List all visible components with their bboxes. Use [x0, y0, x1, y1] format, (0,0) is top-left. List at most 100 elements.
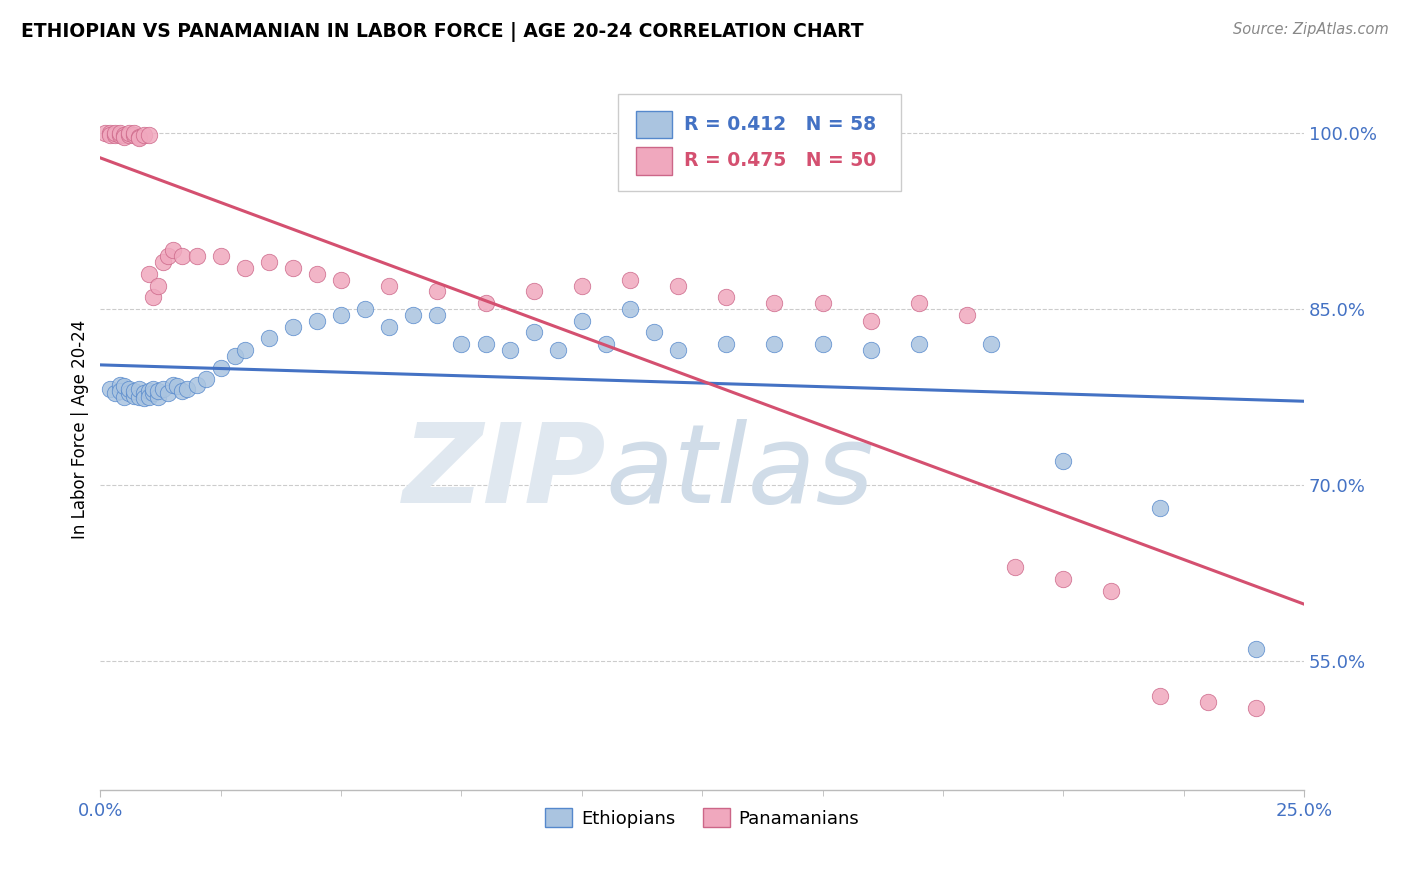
Point — [330, 308, 353, 322]
Point — [547, 343, 569, 357]
Point — [811, 296, 834, 310]
Point — [195, 372, 218, 386]
Point — [523, 326, 546, 340]
Y-axis label: In Labor Force | Age 20-24: In Labor Force | Age 20-24 — [72, 319, 89, 539]
Point — [378, 278, 401, 293]
Point — [450, 337, 472, 351]
Point — [138, 384, 160, 398]
Point — [112, 379, 135, 393]
Point — [112, 129, 135, 144]
Point — [474, 296, 496, 310]
Point — [763, 337, 786, 351]
Text: atlas: atlas — [606, 419, 875, 526]
Point — [811, 337, 834, 351]
Point — [156, 249, 179, 263]
Point — [152, 255, 174, 269]
Point — [132, 128, 155, 143]
Point — [956, 308, 979, 322]
Point — [209, 249, 232, 263]
Point — [378, 319, 401, 334]
Point — [128, 390, 150, 404]
Point — [176, 382, 198, 396]
Point — [152, 382, 174, 396]
Point — [619, 273, 641, 287]
Point — [128, 130, 150, 145]
Point — [643, 326, 665, 340]
Point — [1101, 583, 1123, 598]
Point — [118, 382, 141, 396]
Point — [716, 337, 738, 351]
FancyBboxPatch shape — [619, 94, 901, 191]
Point — [128, 129, 150, 144]
Point — [1149, 689, 1171, 703]
Point — [257, 331, 280, 345]
Point — [1244, 642, 1267, 657]
Point — [138, 128, 160, 143]
Point — [166, 379, 188, 393]
Point — [108, 378, 131, 392]
Point — [142, 382, 165, 396]
Point — [257, 255, 280, 269]
Point — [402, 308, 425, 322]
Point — [104, 128, 127, 143]
Point — [1004, 560, 1026, 574]
Point — [98, 382, 121, 396]
Point — [94, 126, 117, 140]
FancyBboxPatch shape — [636, 147, 672, 175]
Text: ETHIOPIAN VS PANAMANIAN IN LABOR FORCE | AGE 20-24 CORRELATION CHART: ETHIOPIAN VS PANAMANIAN IN LABOR FORCE |… — [21, 22, 863, 42]
Point — [305, 314, 328, 328]
Point — [108, 384, 131, 398]
Point — [108, 126, 131, 140]
Point — [426, 308, 449, 322]
Point — [1052, 454, 1074, 468]
Point — [1149, 501, 1171, 516]
Point — [281, 260, 304, 275]
Point — [666, 343, 689, 357]
Point — [172, 384, 194, 398]
Point — [908, 337, 931, 351]
Text: R = 0.475   N = 50: R = 0.475 N = 50 — [685, 152, 876, 170]
Point — [122, 128, 145, 143]
Point — [716, 290, 738, 304]
Point — [426, 285, 449, 299]
FancyBboxPatch shape — [636, 112, 672, 138]
Point — [354, 301, 377, 316]
Point — [1244, 701, 1267, 715]
Point — [908, 296, 931, 310]
Point — [112, 128, 135, 143]
Point — [132, 386, 155, 401]
Point — [162, 378, 184, 392]
Point — [138, 267, 160, 281]
Text: R = 0.412   N = 58: R = 0.412 N = 58 — [685, 115, 876, 135]
Point — [162, 244, 184, 258]
Text: Source: ZipAtlas.com: Source: ZipAtlas.com — [1233, 22, 1389, 37]
Point — [142, 386, 165, 401]
Point — [523, 285, 546, 299]
Point — [186, 378, 208, 392]
Point — [281, 319, 304, 334]
Point — [122, 389, 145, 403]
Point — [132, 391, 155, 405]
Point — [666, 278, 689, 293]
Point — [122, 126, 145, 140]
Legend: Ethiopians, Panamanians: Ethiopians, Panamanians — [538, 801, 866, 835]
Point — [224, 349, 246, 363]
Point — [146, 384, 169, 398]
Point — [112, 390, 135, 404]
Point — [98, 128, 121, 143]
Point — [595, 337, 617, 351]
Point — [108, 128, 131, 143]
Point — [172, 249, 194, 263]
Point — [571, 278, 593, 293]
Text: ZIP: ZIP — [402, 419, 606, 526]
Point — [1052, 572, 1074, 586]
Point — [233, 260, 256, 275]
Point — [186, 249, 208, 263]
Point — [146, 278, 169, 293]
Point — [138, 390, 160, 404]
Point — [1197, 695, 1219, 709]
Point — [619, 301, 641, 316]
Point — [104, 386, 127, 401]
Point — [859, 343, 882, 357]
Point — [118, 386, 141, 401]
